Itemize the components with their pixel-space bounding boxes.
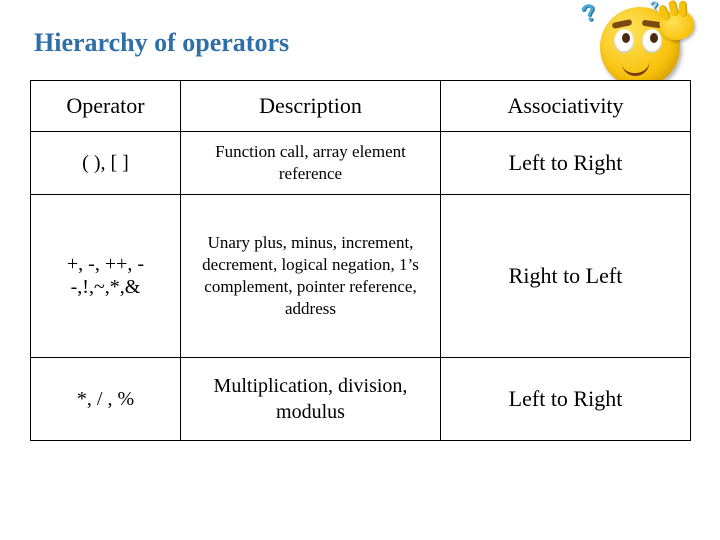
cell-description: Unary plus, minus, increment, decrement,… xyxy=(181,195,441,358)
cell-associativity: Left to Right xyxy=(441,132,691,195)
table-header-row: Operator Description Associativity xyxy=(31,81,691,132)
cell-associativity: Right to Left xyxy=(441,195,691,358)
col-associativity: Associativity xyxy=(441,81,691,132)
cell-description: Function call, array element reference xyxy=(181,132,441,195)
cell-operator: ( ), [ ] xyxy=(31,132,181,195)
cell-operator: +, -, ++, --,!,~,*,& xyxy=(31,195,181,358)
thinking-emoji: ? ? ? xyxy=(580,2,700,92)
cell-operator: *, / , % xyxy=(31,358,181,441)
cell-associativity: Left to Right xyxy=(441,358,691,441)
cell-description: Multiplication, division, modulus xyxy=(181,358,441,441)
table-row: +, -, ++, --,!,~,*,& Unary plus, minus, … xyxy=(31,195,691,358)
question-mark-icon: ? xyxy=(578,0,601,30)
operators-table: Operator Description Associativity ( ), … xyxy=(30,80,690,441)
col-description: Description xyxy=(181,81,441,132)
page-title: Hierarchy of operators xyxy=(34,28,289,58)
col-operator: Operator xyxy=(31,81,181,132)
table-row: *, / , % Multiplication, division, modul… xyxy=(31,358,691,441)
table-row: ( ), [ ] Function call, array element re… xyxy=(31,132,691,195)
